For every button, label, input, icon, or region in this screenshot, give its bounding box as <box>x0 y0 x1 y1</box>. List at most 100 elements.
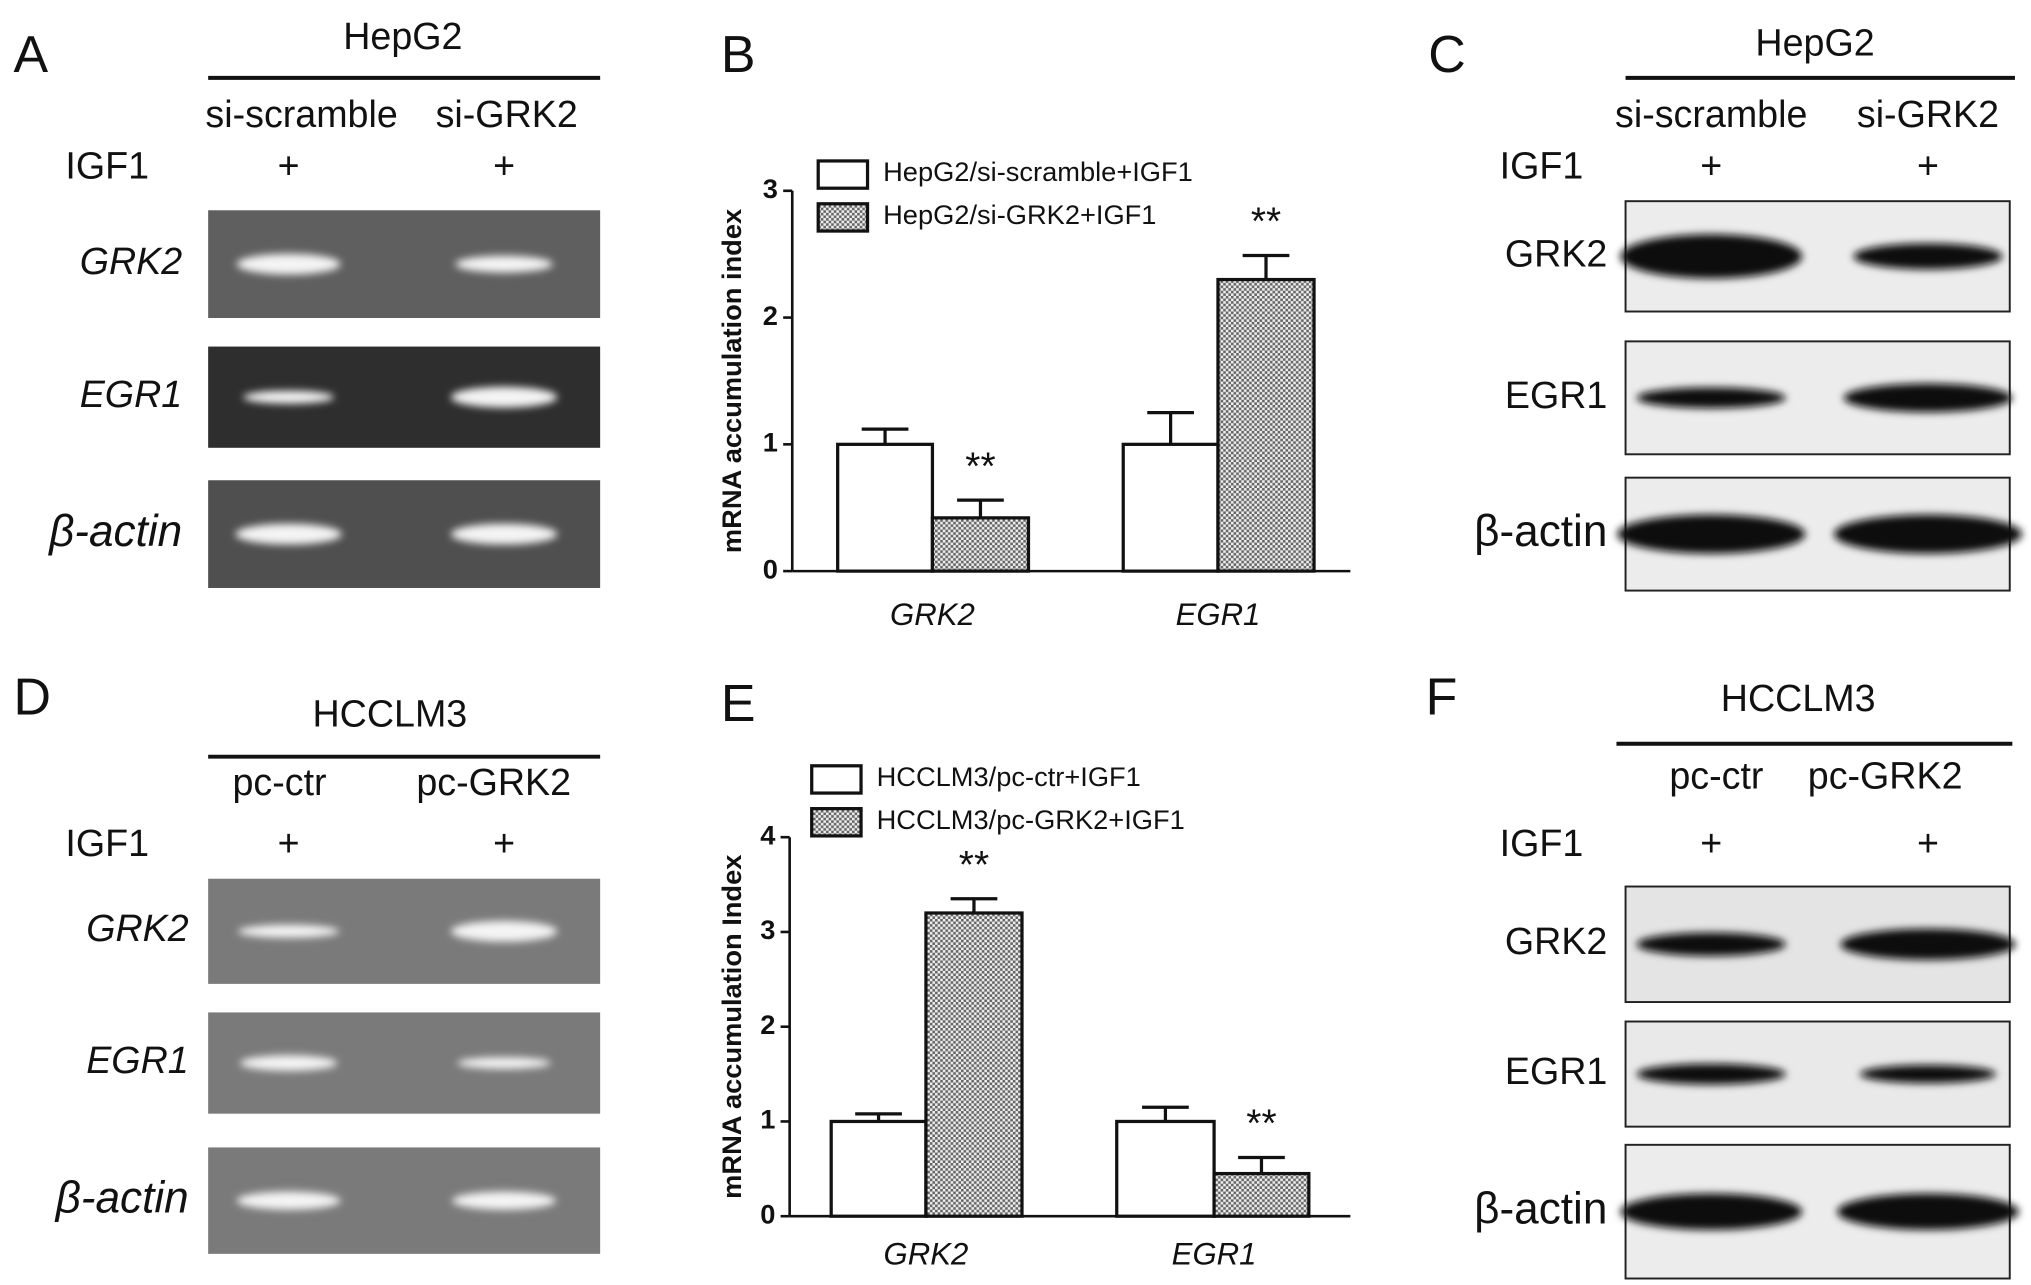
legend-label: HepG2/si-scramble+IGF1 <box>883 156 1193 187</box>
band <box>236 1191 341 1210</box>
panel-letter: F <box>1426 669 1458 727</box>
y-tick-label: 2 <box>763 300 778 331</box>
band <box>1843 383 2013 413</box>
band <box>1636 387 1786 409</box>
band <box>450 386 558 408</box>
significance-label: ** <box>959 844 989 887</box>
legend-swatch <box>810 764 863 795</box>
panel-letter: A <box>13 26 48 84</box>
condition-label: pc-ctr <box>1669 755 1763 797</box>
treatment-mark: + <box>278 145 300 187</box>
legend-label: HepG2/si-GRK2+IGF1 <box>883 199 1156 230</box>
cell-line-title: HCCLM3 <box>313 692 468 734</box>
band <box>1833 514 2023 554</box>
band <box>1620 1193 1803 1230</box>
significance-label: ** <box>1251 201 1281 244</box>
panel-letter: D <box>13 669 51 727</box>
treatment-mark: + <box>1917 822 1939 864</box>
band <box>236 253 341 275</box>
band <box>1617 514 1806 554</box>
band <box>455 255 553 273</box>
condition-label: pc-ctr <box>233 761 327 803</box>
row-label: GRK2 <box>1505 232 1607 274</box>
x-tick-label: EGR1 <box>1172 1237 1257 1272</box>
y-tick-label: 0 <box>760 1198 775 1229</box>
treatment-mark: + <box>1700 822 1722 864</box>
band <box>1840 928 2016 960</box>
bar <box>1212 1171 1311 1218</box>
condition-label: si-GRK2 <box>436 93 578 135</box>
row-label: β-actin <box>1474 1184 1607 1233</box>
significance-label: ** <box>965 445 995 488</box>
treatment-mark: + <box>278 822 300 864</box>
row-label: GRK2 <box>1505 920 1607 962</box>
legend-label: HCCLM3/pc-ctr+IGF1 <box>877 761 1141 792</box>
y-axis-label: mRNA accumulation Index <box>716 855 747 1199</box>
treatment-label: IGF1 <box>1500 822 1584 864</box>
band <box>1853 243 2003 270</box>
bar <box>930 516 1031 573</box>
treatment-mark: + <box>1917 145 1939 187</box>
row-label: GRK2 <box>80 240 183 282</box>
y-tick-label: 3 <box>763 173 778 204</box>
y-tick-label: 3 <box>760 914 775 945</box>
legend-swatch <box>816 202 870 233</box>
y-tick-label: 4 <box>760 819 776 850</box>
band <box>235 523 342 545</box>
bar <box>1121 442 1220 573</box>
band <box>1837 1193 2019 1230</box>
bar <box>1216 277 1316 573</box>
band <box>1636 932 1786 956</box>
condition-label: si-scramble <box>1615 93 1807 135</box>
y-tick-label: 1 <box>763 427 778 458</box>
bar <box>1115 1119 1216 1218</box>
band <box>1636 1063 1786 1085</box>
condition-label: si-GRK2 <box>1857 93 1999 135</box>
bar <box>836 442 935 573</box>
row-label: EGR1 <box>80 373 182 415</box>
y-tick-label: 0 <box>763 553 778 584</box>
cell-line-title: HCCLM3 <box>1721 677 1876 719</box>
band <box>450 523 558 545</box>
legend-label: HCCLM3/pc-GRK2+IGF1 <box>877 804 1185 835</box>
row-label: EGR1 <box>86 1039 188 1081</box>
row-label: EGR1 <box>1505 374 1607 416</box>
panel-letter: E <box>721 675 756 733</box>
band <box>1859 1064 1997 1084</box>
condition-label: pc-GRK2 <box>416 761 571 803</box>
x-tick-label: EGR1 <box>1176 597 1261 632</box>
x-tick-label: GRK2 <box>890 597 975 632</box>
significance-label: ** <box>1246 1103 1276 1146</box>
legend-swatch <box>810 807 863 838</box>
row-label: β-actin <box>54 1173 189 1222</box>
cell-line-title: HepG2 <box>343 15 462 57</box>
treatment-mark: + <box>1700 145 1722 187</box>
row-label: β-actin <box>1474 507 1607 556</box>
band <box>243 390 335 404</box>
condition-label: si-scramble <box>205 93 397 135</box>
band <box>452 1191 557 1210</box>
band <box>457 1057 551 1069</box>
bar <box>924 911 1024 1218</box>
treatment-mark: + <box>493 145 515 187</box>
row-label: EGR1 <box>1505 1050 1607 1092</box>
cell-line-title: HepG2 <box>1755 21 1874 63</box>
treatment-label: IGF1 <box>65 145 149 187</box>
row-label: β-actin <box>47 507 182 556</box>
x-tick-label: GRK2 <box>884 1237 969 1272</box>
band <box>1620 234 1803 279</box>
band <box>239 1055 338 1071</box>
treatment-mark: + <box>493 822 515 864</box>
y-tick-label: 2 <box>760 1009 775 1040</box>
row-label: GRK2 <box>86 907 189 949</box>
band <box>450 920 558 942</box>
bar <box>829 1119 928 1218</box>
panel-letter: C <box>1428 26 1465 84</box>
panel-letter: B <box>721 26 756 84</box>
y-axis-label: mRNA accumulation index <box>716 209 747 553</box>
y-tick-label: 1 <box>760 1104 775 1135</box>
treatment-label: IGF1 <box>65 822 149 864</box>
band <box>238 924 340 938</box>
